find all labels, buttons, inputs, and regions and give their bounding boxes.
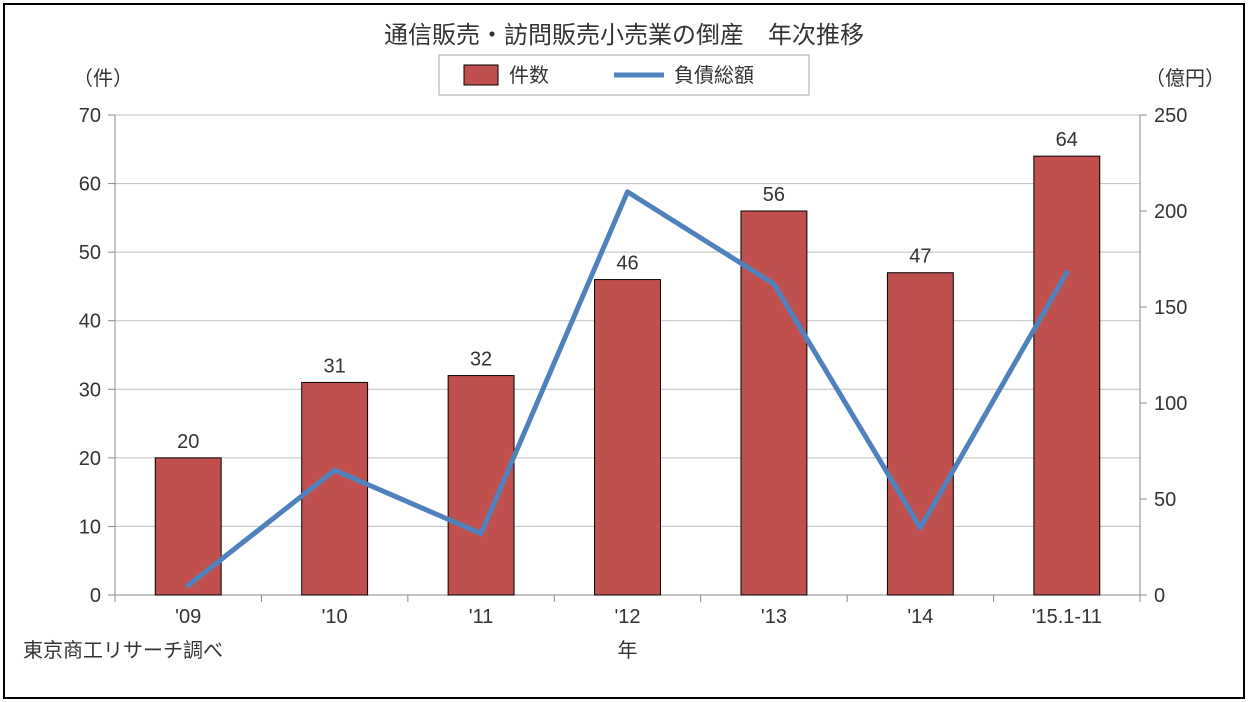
legend: 件数 負債総額 <box>439 55 809 95</box>
y-left-tick: 70 <box>79 105 101 127</box>
bar <box>1034 156 1100 595</box>
y-right-tick: 0 <box>1154 585 1165 607</box>
legend-bar-swatch <box>464 65 498 85</box>
x-category-label: '14 <box>907 606 933 628</box>
bar-value-label: 31 <box>324 355 346 377</box>
chart-title: 通信販売・訪問販売小売業の倒産 年次推移 <box>384 22 864 49</box>
y-right-tick: 100 <box>1154 393 1187 415</box>
bar <box>155 458 221 595</box>
y-right-tick: 200 <box>1154 201 1187 223</box>
y-left-tick: 10 <box>79 516 101 538</box>
x-category-label: '12 <box>614 606 640 628</box>
source-note: 東京商工リサーチ調べ <box>23 639 223 662</box>
y-right-label: （億円） <box>1145 67 1225 90</box>
bar <box>887 273 953 595</box>
y-left-label: （件） <box>73 67 133 90</box>
y-left-tick: 40 <box>79 311 101 333</box>
y-right-tick: 150 <box>1154 297 1187 319</box>
x-category-label: '15.1-11 <box>1032 606 1102 628</box>
chart-svg: 通信販売・訪問販売小売業の倒産 年次推移 （件） （億円） 0 10 20 30 40 50 60… <box>5 5 1243 697</box>
bar-value-label: 20 <box>177 431 199 453</box>
chart-border: 通信販売・訪問販売小売業の倒産 年次推移 （件） （億円） 0 10 20 30 40 50 60… <box>3 3 1245 699</box>
y-left-tick: 60 <box>79 174 101 196</box>
bar-value-label: 47 <box>909 246 931 268</box>
y-left-tick: 30 <box>79 379 101 401</box>
x-axis-label: 年 <box>618 639 638 662</box>
legend-line-label: 負債総額 <box>674 64 754 87</box>
x-category-label: '11 <box>469 606 494 628</box>
y-left-tick: 0 <box>90 585 101 607</box>
y-right-tick: 50 <box>1154 489 1176 511</box>
y-right-tick: 250 <box>1154 105 1187 127</box>
x-category-label: '13 <box>761 606 787 628</box>
legend-bar-label: 件数 <box>509 64 549 87</box>
y-left-tick: 50 <box>79 242 101 264</box>
bar-value-label: 56 <box>763 184 785 206</box>
bar-value-label: 32 <box>470 349 492 371</box>
bar <box>595 280 661 595</box>
y-left-tick: 20 <box>79 448 101 470</box>
x-category-label: '09 <box>175 606 201 628</box>
bar-value-label: 46 <box>616 253 638 275</box>
x-category-label: '10 <box>322 606 348 628</box>
chart-container: 通信販売・訪問販売小売業の倒産 年次推移 （件） （億円） 0 10 20 30 40 50 60… <box>0 0 1248 702</box>
bar-value-label: 64 <box>1056 129 1078 151</box>
